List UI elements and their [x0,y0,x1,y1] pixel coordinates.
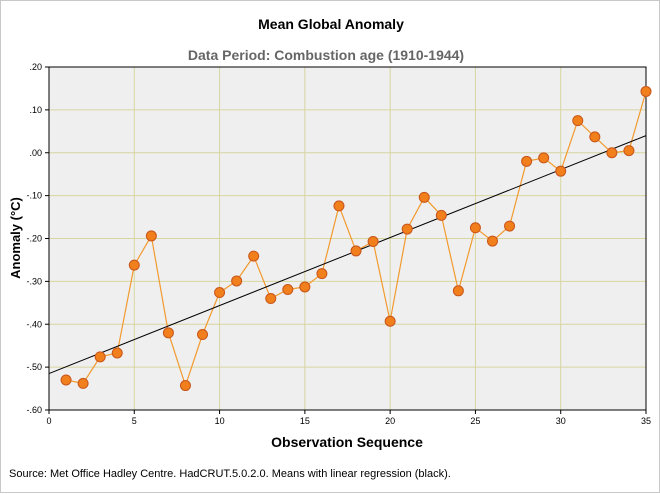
x-axis-label: Observation Sequence [271,434,423,450]
chart-subtitle: Data Period: Combustion age (1910-1944) [188,47,464,63]
data-point [452,285,464,297]
data-point [589,131,601,143]
data-point [469,222,481,234]
chart-title: Mean Global Anomaly [258,16,404,32]
data-point [384,315,396,327]
data-point [214,287,226,299]
data-point [179,380,191,392]
y-tick-label: .10 [29,105,42,115]
data-point [316,268,328,280]
data-point [145,230,157,242]
data-point [248,250,260,262]
data-point [367,236,379,248]
data-point [333,200,345,212]
x-tick-label: 0 [46,416,51,426]
data-point [94,351,106,363]
y-tick-label: -.50 [26,362,42,372]
data-point [77,377,89,389]
data-point [401,223,413,235]
source-note: Source: Met Office Hadley Centre. HadCRU… [9,468,451,480]
data-point [435,209,447,221]
plot-border [48,66,647,411]
x-tick-label: 15 [300,416,310,426]
data-point [111,347,123,359]
axes [45,66,647,414]
series [48,85,652,392]
y-tick-label: .20 [29,62,42,72]
data-point [128,259,140,271]
data-point [60,374,72,386]
x-tick-label: 30 [556,416,566,426]
data-point [231,275,243,287]
data-point [486,235,498,247]
x-tick-label: 35 [641,416,651,426]
data-point [265,293,277,305]
data-point [606,147,618,159]
y-tick-label: -.40 [26,319,42,329]
x-tick-label: 10 [215,416,225,426]
data-point [350,245,362,257]
data-point [521,155,533,167]
y-tick-labels: .20 .10 .00 -.10 -.20 -.30 -.40 -.50 -.60 [26,62,42,415]
data-point [418,191,430,203]
x-tick-label: 25 [470,416,480,426]
y-tick-label: -.60 [26,405,42,415]
data-point [640,85,652,97]
y-tick-label: -.30 [26,276,42,286]
y-tick-label: .00 [29,148,42,158]
data-point [555,165,567,177]
data-point [538,152,550,164]
data-point [572,115,584,127]
x-tick-labels: 0 5 10 15 20 25 30 35 [46,416,651,426]
data-point [504,220,516,232]
data-point [162,327,174,339]
y-tick-label: -.10 [26,191,42,201]
data-point [197,329,209,341]
data-point [299,281,311,293]
data-point [282,284,294,296]
regression-line [48,135,647,375]
y-tick-label: -.20 [26,234,42,244]
x-tick-label: 5 [132,416,137,426]
data-point [623,145,635,157]
y-axis-label: Anomaly (°C) [8,197,23,279]
x-tick-label: 20 [385,416,395,426]
